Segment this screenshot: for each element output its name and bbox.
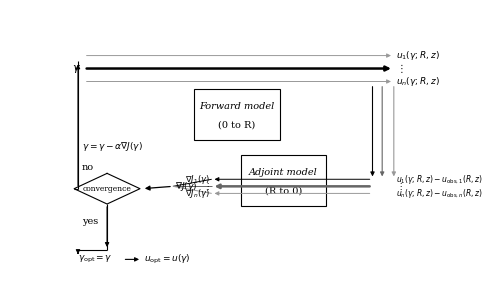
Bar bbox=[194, 88, 280, 140]
Text: $\vdots$: $\vdots$ bbox=[396, 181, 402, 192]
Text: $\gamma = \gamma - \alpha\nabla J(\gamma)$: $\gamma = \gamma - \alpha\nabla J(\gamma… bbox=[82, 140, 143, 153]
Text: $\nabla J(\gamma)$: $\nabla J(\gamma)$ bbox=[175, 180, 197, 193]
Text: $u_n(\gamma; R, z) - u_{\mathrm{obs},n}(R, z)$: $u_n(\gamma; R, z) - u_{\mathrm{obs},n}(… bbox=[396, 187, 482, 200]
Text: $\vdots$: $\vdots$ bbox=[396, 62, 403, 75]
Text: $u_{\mathrm{opt}} = u(\gamma)$: $u_{\mathrm{opt}} = u(\gamma)$ bbox=[144, 253, 190, 266]
Text: $\vdots$: $\vdots$ bbox=[203, 181, 210, 192]
Text: $\nabla J_n(\gamma)$: $\nabla J_n(\gamma)$ bbox=[185, 187, 210, 200]
Bar bbox=[241, 155, 326, 206]
Text: (R to 0): (R to 0) bbox=[265, 186, 302, 195]
Text: Forward model: Forward model bbox=[199, 102, 274, 111]
Text: $u_n(\gamma; R, z)$: $u_n(\gamma; R, z)$ bbox=[396, 75, 440, 88]
Text: $u_1(\gamma; R, z) - u_{\mathrm{obs},1}(R, z)$: $u_1(\gamma; R, z) - u_{\mathrm{obs},1}(… bbox=[396, 173, 482, 186]
Text: convergence: convergence bbox=[82, 185, 132, 193]
Text: Adjoint model: Adjoint model bbox=[249, 168, 318, 177]
Text: $\nabla J_1(\gamma)$: $\nabla J_1(\gamma)$ bbox=[185, 173, 210, 186]
Text: (0 to R): (0 to R) bbox=[218, 120, 256, 129]
Text: no: no bbox=[82, 163, 94, 172]
Text: $\gamma_{\mathrm{opt}} = \gamma$: $\gamma_{\mathrm{opt}} = \gamma$ bbox=[78, 254, 112, 265]
Text: $\gamma$: $\gamma$ bbox=[72, 62, 81, 75]
Text: yes: yes bbox=[82, 217, 98, 226]
Text: $u_1(\gamma; R, z)$: $u_1(\gamma; R, z)$ bbox=[396, 49, 440, 62]
